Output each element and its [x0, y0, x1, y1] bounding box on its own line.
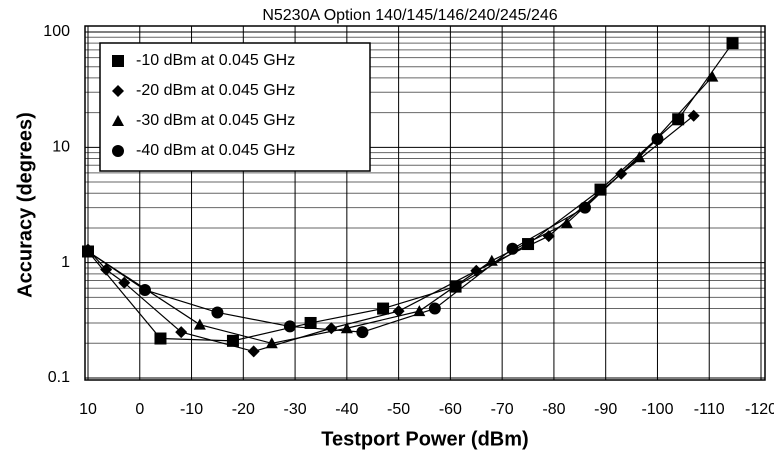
- y-tick-label: 100: [43, 23, 70, 40]
- marker: [112, 85, 124, 97]
- marker: [392, 305, 405, 318]
- x-tick-label: -120: [745, 401, 774, 418]
- marker: [304, 316, 317, 329]
- marker: [175, 326, 188, 339]
- y-tick-label: 0.1: [48, 369, 70, 386]
- x-tick-label: -50: [387, 401, 410, 418]
- marker: [138, 283, 151, 296]
- marker: [118, 276, 131, 289]
- marker: [428, 302, 441, 315]
- marker: [82, 245, 94, 258]
- marker: [247, 345, 260, 358]
- y-tick-label: 10: [52, 139, 70, 156]
- marker: [356, 326, 369, 339]
- marker: [226, 334, 239, 347]
- x-tick-label: -10: [180, 401, 203, 418]
- x-tick-label: -60: [439, 401, 462, 418]
- x-tick-label: 0: [135, 401, 144, 418]
- marker: [112, 145, 124, 157]
- marker: [193, 318, 206, 330]
- marker: [578, 201, 591, 214]
- y-tick-label: 1: [61, 254, 70, 271]
- marker: [594, 183, 607, 196]
- legend-box: [99, 42, 371, 172]
- x-tick-label: -20: [232, 401, 255, 418]
- marker: [112, 115, 124, 126]
- y-axis-label: Accuracy (degrees): [14, 112, 36, 298]
- x-axis-label: Testport Power (dBm): [321, 428, 528, 450]
- legend-label: -20 dBm at 0.045 GHz: [136, 82, 295, 99]
- marker: [377, 302, 390, 315]
- x-tick-label: -40: [335, 401, 358, 418]
- marker: [413, 305, 426, 317]
- marker: [726, 37, 739, 50]
- marker: [651, 133, 664, 146]
- marker: [154, 332, 167, 345]
- x-tick-label: -100: [641, 401, 673, 418]
- x-tick-label: -90: [594, 401, 617, 418]
- x-tick-label: -110: [694, 401, 725, 418]
- marker: [506, 242, 519, 255]
- marker: [672, 113, 685, 126]
- marker: [211, 306, 224, 319]
- marker: [560, 217, 573, 229]
- chart-title: N5230A Option 140/145/146/240/245/246: [262, 7, 557, 24]
- x-tick-label: -80: [542, 401, 565, 418]
- legend-label: -10 dBm at 0.045 GHz: [136, 52, 295, 69]
- marker: [706, 70, 719, 82]
- legend-label: -30 dBm at 0.045 GHz: [136, 112, 295, 129]
- x-tick-label: -70: [491, 401, 514, 418]
- marker: [283, 320, 296, 333]
- marker: [687, 109, 700, 122]
- marker: [112, 55, 124, 67]
- marker: [100, 263, 113, 276]
- marker: [265, 337, 278, 349]
- x-tick-label: 10: [79, 401, 97, 418]
- legend-label: -40 dBm at 0.045 GHz: [136, 142, 295, 159]
- x-tick-label: -30: [284, 401, 307, 418]
